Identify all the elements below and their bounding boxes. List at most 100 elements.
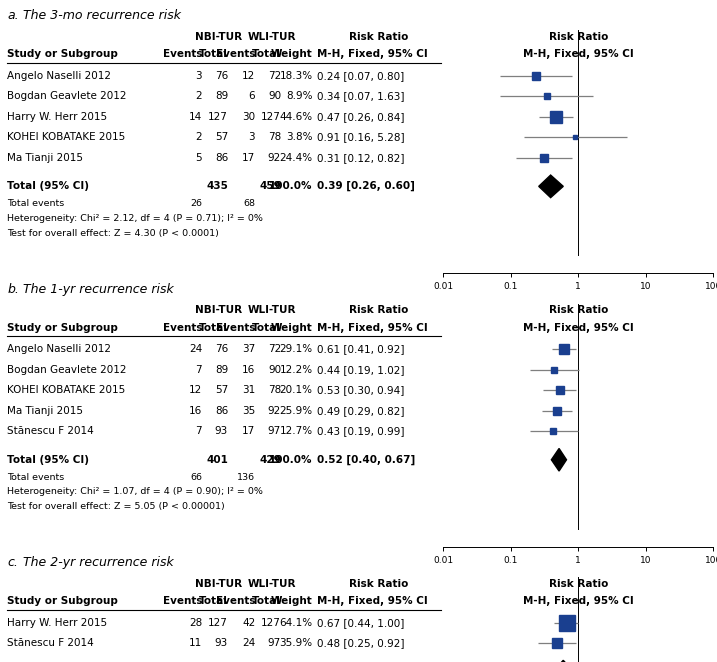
Text: 42: 42 xyxy=(242,618,255,628)
Text: 86: 86 xyxy=(215,406,228,416)
Text: 31: 31 xyxy=(242,385,255,395)
Text: Stănescu F 2014: Stănescu F 2014 xyxy=(7,426,94,436)
Text: 35: 35 xyxy=(242,406,255,416)
Text: Total: Total xyxy=(252,596,281,606)
Text: Events: Events xyxy=(163,596,202,606)
Text: 35.9%: 35.9% xyxy=(280,638,313,648)
Text: 92: 92 xyxy=(268,153,281,163)
Text: Total: Total xyxy=(199,596,228,606)
Text: 0.47 [0.26, 0.84]: 0.47 [0.26, 0.84] xyxy=(317,112,404,122)
Text: 8.9%: 8.9% xyxy=(286,91,313,101)
Text: Study or Subgroup: Study or Subgroup xyxy=(7,322,118,333)
Text: 72: 72 xyxy=(268,344,281,354)
Text: 127: 127 xyxy=(208,618,228,628)
Text: Heterogeneity: Chi² = 1.07, df = 4 (P = 0.90); I² = 0%: Heterogeneity: Chi² = 1.07, df = 4 (P = … xyxy=(7,487,263,496)
Text: Favours [WLI-TUR]: Favours [WLI-TUR] xyxy=(570,367,651,375)
Text: 16: 16 xyxy=(189,406,202,416)
Text: c.: c. xyxy=(7,556,18,569)
Text: M-H, Fixed, 95% CI: M-H, Fixed, 95% CI xyxy=(317,322,427,333)
Text: 12.2%: 12.2% xyxy=(280,365,313,375)
Text: 0.44 [0.19, 1.02]: 0.44 [0.19, 1.02] xyxy=(317,365,404,375)
Text: 37: 37 xyxy=(242,344,255,354)
Text: 7: 7 xyxy=(196,365,202,375)
Text: 11: 11 xyxy=(189,638,202,648)
Text: Risk Ratio: Risk Ratio xyxy=(349,579,409,589)
Text: 0.43 [0.19, 0.99]: 0.43 [0.19, 0.99] xyxy=(317,426,404,436)
Text: 401: 401 xyxy=(206,455,228,465)
Text: Favours [NBI-TUR]: Favours [NBI-TUR] xyxy=(503,640,583,649)
Text: 28: 28 xyxy=(189,618,202,628)
Text: 29.1%: 29.1% xyxy=(280,344,313,354)
Text: 20.1%: 20.1% xyxy=(280,385,313,395)
Text: 0.34 [0.07, 1.63]: 0.34 [0.07, 1.63] xyxy=(317,91,404,101)
Text: b.: b. xyxy=(7,283,19,296)
Text: 68: 68 xyxy=(243,199,255,209)
Text: Ma Tianji 2015: Ma Tianji 2015 xyxy=(7,153,83,163)
Text: Risk Ratio: Risk Ratio xyxy=(349,32,409,42)
Text: 57: 57 xyxy=(215,385,228,395)
Text: 66: 66 xyxy=(190,473,202,482)
Text: 435: 435 xyxy=(206,181,228,191)
Text: 78: 78 xyxy=(268,132,281,142)
Text: Test for overall effect: Z = 4.30 (P < 0.0001): Test for overall effect: Z = 4.30 (P < 0… xyxy=(7,228,219,238)
Text: 12.7%: 12.7% xyxy=(280,426,313,436)
Text: NBI-TUR: NBI-TUR xyxy=(195,32,242,42)
Text: 78: 78 xyxy=(268,385,281,395)
Text: Events: Events xyxy=(163,49,202,60)
Text: 26: 26 xyxy=(190,199,202,209)
Text: 30: 30 xyxy=(242,112,255,122)
Text: 89: 89 xyxy=(215,365,228,375)
Text: Weight: Weight xyxy=(271,322,313,333)
Text: 44.6%: 44.6% xyxy=(280,112,313,122)
Text: Total: Total xyxy=(199,49,228,60)
Text: 0.24 [0.07, 0.80]: 0.24 [0.07, 0.80] xyxy=(317,71,404,81)
Text: Favours [WLI-TUR]: Favours [WLI-TUR] xyxy=(570,640,651,649)
Text: Events: Events xyxy=(216,322,255,333)
Text: 90: 90 xyxy=(268,91,281,101)
Text: 12: 12 xyxy=(189,385,202,395)
Text: The 3-mo recurrence risk: The 3-mo recurrence risk xyxy=(23,9,181,23)
Text: 12: 12 xyxy=(242,71,255,81)
Text: WLI-TUR: WLI-TUR xyxy=(247,32,296,42)
Text: 76: 76 xyxy=(215,71,228,81)
Text: 57: 57 xyxy=(215,132,228,142)
Text: Stănescu F 2014: Stănescu F 2014 xyxy=(7,638,94,648)
Text: Ma Tianji 2015: Ma Tianji 2015 xyxy=(7,406,83,416)
Text: 459: 459 xyxy=(260,181,281,191)
Text: 14: 14 xyxy=(189,112,202,122)
Polygon shape xyxy=(538,175,564,198)
Text: NBI-TUR: NBI-TUR xyxy=(195,305,242,316)
Text: 93: 93 xyxy=(215,638,228,648)
Text: Total: Total xyxy=(199,322,228,333)
Text: 97: 97 xyxy=(268,638,281,648)
Text: Weight: Weight xyxy=(271,49,313,60)
Text: 72: 72 xyxy=(268,71,281,81)
Text: 5: 5 xyxy=(196,153,202,163)
Text: 97: 97 xyxy=(268,426,281,436)
Text: Study or Subgroup: Study or Subgroup xyxy=(7,49,118,60)
Text: 0.91 [0.16, 5.28]: 0.91 [0.16, 5.28] xyxy=(317,132,404,142)
Text: M-H, Fixed, 95% CI: M-H, Fixed, 95% CI xyxy=(523,322,634,333)
Text: KOHEI KOBATAKE 2015: KOHEI KOBATAKE 2015 xyxy=(7,385,125,395)
Text: 3: 3 xyxy=(196,71,202,81)
Text: Favours [NBI-TUR]: Favours [NBI-TUR] xyxy=(503,367,583,375)
Text: 127: 127 xyxy=(261,112,281,122)
Text: 2: 2 xyxy=(196,132,202,142)
Text: Events: Events xyxy=(163,322,202,333)
Text: Angelo Naselli 2012: Angelo Naselli 2012 xyxy=(7,344,111,354)
Text: WLI-TUR: WLI-TUR xyxy=(247,579,296,589)
Text: Total (95% CI): Total (95% CI) xyxy=(7,455,89,465)
Text: 25.9%: 25.9% xyxy=(280,406,313,416)
Text: M-H, Fixed, 95% CI: M-H, Fixed, 95% CI xyxy=(523,49,634,60)
Text: 86: 86 xyxy=(215,153,228,163)
Text: KOHEI KOBATAKE 2015: KOHEI KOBATAKE 2015 xyxy=(7,132,125,142)
Text: 92: 92 xyxy=(268,406,281,416)
Text: Events: Events xyxy=(216,596,255,606)
Text: 2: 2 xyxy=(196,91,202,101)
Text: 6: 6 xyxy=(249,91,255,101)
Text: 64.1%: 64.1% xyxy=(280,618,313,628)
Text: Harry W. Herr 2015: Harry W. Herr 2015 xyxy=(7,618,108,628)
Text: 24: 24 xyxy=(242,638,255,648)
Text: 90: 90 xyxy=(268,365,281,375)
Text: 0.52 [0.40, 0.67]: 0.52 [0.40, 0.67] xyxy=(317,455,415,465)
